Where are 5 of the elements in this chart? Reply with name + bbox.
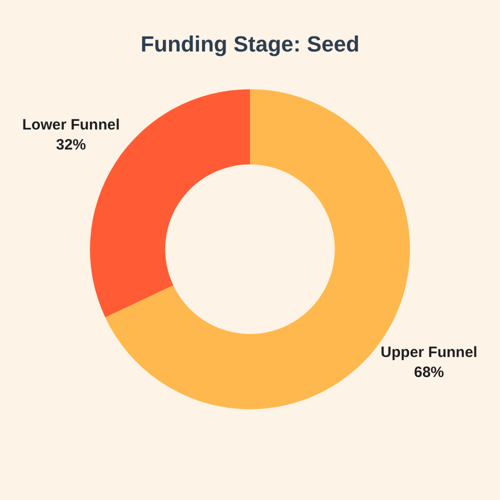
chart-title: Funding Stage: Seed <box>140 31 360 56</box>
slice-label: Lower Funnel <box>22 116 120 134</box>
data-label: 68% <box>414 364 444 381</box>
slice-label: Upper Funnel <box>380 344 478 361</box>
data-label: 32% <box>56 136 86 154</box>
